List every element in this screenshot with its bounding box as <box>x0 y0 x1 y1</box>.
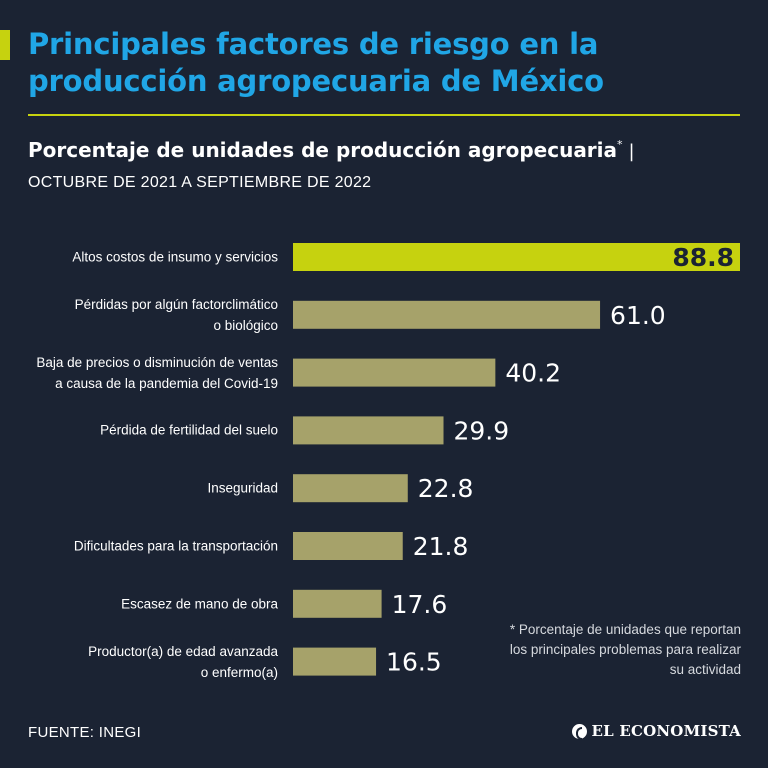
category-label-line: Productor(a) de edad avanzada <box>88 643 278 659</box>
title-line-2: producción agropecuaria de México <box>28 64 604 98</box>
bar-2 <box>293 300 601 329</box>
chart-subtitle: Porcentaje de unidades de producción agr… <box>28 138 635 162</box>
value-label-6: 21.8 <box>413 532 469 561</box>
subtitle-separator: | <box>628 141 635 162</box>
category-label-line: Inseguridad <box>207 480 278 496</box>
category-label-3: Baja de precios o disminución de ventas a… <box>8 352 278 394</box>
chart-title: Principales factores de riesgo en la pro… <box>28 26 748 100</box>
bar-8 <box>293 647 377 676</box>
category-label-line: Pérdida de fertilidad del suelo <box>100 422 278 438</box>
value-label-8: 16.5 <box>386 648 442 677</box>
category-label-line: a causa de la pandemia del Covid-19 <box>55 375 278 391</box>
subtitle-text: Porcentaje de unidades de producción agr… <box>28 138 618 162</box>
value-label-1: 88.8 <box>672 243 734 272</box>
bar-6 <box>293 532 403 560</box>
footnote: * Porcentaje de unidades que reportan lo… <box>509 622 741 677</box>
bar-1 <box>293 243 740 271</box>
category-label-line: Escasez de mano de obra <box>121 596 278 612</box>
category-label-6: Dificultades para la transportación <box>8 536 278 557</box>
value-label-5: 22.8 <box>418 474 474 503</box>
brand-logo: EL ECONOMISTA <box>571 722 741 740</box>
value-label-3: 40.2 <box>505 359 561 388</box>
accent-mark <box>0 30 10 60</box>
category-label-4: Pérdida de fertilidad del suelo <box>8 420 278 441</box>
category-label-8: Productor(a) de edad avanzada o enfermo(a… <box>8 641 278 683</box>
source-label: FUENTE: INEGI <box>28 724 142 741</box>
subtitle-footnote-mark: * <box>617 138 623 151</box>
category-label-7: Escasez de mano de obra <box>8 593 278 614</box>
brand-name: EL ECONOMISTA <box>591 722 741 740</box>
value-label-2: 61.0 <box>610 301 666 330</box>
bar-7 <box>293 589 382 618</box>
category-label-line: Baja de precios o disminución de ventas <box>36 354 278 370</box>
category-label-line: Dificultades para la transportación <box>73 538 278 554</box>
value-label-7: 17.6 <box>392 590 448 619</box>
title-line-1: Principales factores de riesgo en la <box>28 27 599 61</box>
category-label-2: Pérdidas por algún factorclimático o biol… <box>8 294 278 336</box>
bar-4 <box>293 416 444 445</box>
bar-5 <box>293 474 408 503</box>
category-label-1: Altos costos de insumo y servicios <box>8 247 278 268</box>
period-label: OCTUBRE DE 2021 A SEPTIEMBRE DE 2022 <box>28 174 372 191</box>
category-label-line: o biológico <box>213 317 278 333</box>
bar-3 <box>293 358 496 387</box>
value-label-4: 29.9 <box>454 416 510 445</box>
category-label-line: Pérdidas por algún factorclimático <box>74 296 278 312</box>
category-label-line: Altos costos de insumo y servicios <box>72 249 278 265</box>
brand-mark-icon <box>571 723 587 740</box>
title-divider <box>28 114 740 116</box>
category-label-line: o enfermo(a) <box>200 664 278 680</box>
category-label-5: Inseguridad <box>8 478 278 499</box>
